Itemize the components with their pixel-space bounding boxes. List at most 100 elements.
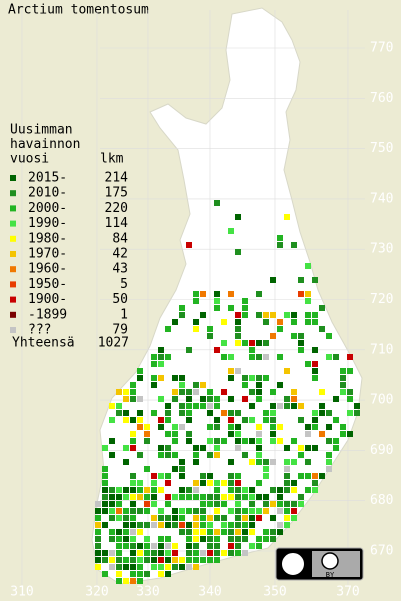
observation-square (186, 508, 192, 514)
observation-square (249, 389, 255, 395)
observation-square (193, 452, 199, 458)
observation-square (249, 347, 255, 353)
observation-square (277, 487, 283, 493)
observation-square (165, 501, 171, 507)
observation-square (277, 354, 283, 360)
observation-square (193, 515, 199, 521)
observation-square (165, 403, 171, 409)
observation-square (200, 529, 206, 535)
observation-square (193, 291, 199, 297)
observation-square (312, 487, 318, 493)
observation-square (284, 396, 290, 402)
observation-square (116, 564, 122, 570)
observation-square (102, 508, 108, 514)
observation-square (242, 298, 248, 304)
legend-count: 50 (112, 292, 128, 307)
observation-square (228, 494, 234, 500)
observation-square (137, 543, 143, 549)
observation-square (284, 466, 290, 472)
observation-square (95, 501, 101, 507)
observation-square (228, 487, 234, 493)
y-axis-label: 670 (370, 544, 393, 559)
observation-square (291, 515, 297, 521)
observation-square (270, 501, 276, 507)
y-axis-label: 770 (370, 41, 393, 56)
observation-square (158, 508, 164, 514)
observation-square (158, 361, 164, 367)
title: Arctium tomentosum (8, 3, 149, 18)
observation-square (144, 557, 150, 563)
observation-square (179, 382, 185, 388)
observation-square (172, 319, 178, 325)
observation-square (228, 305, 234, 311)
observation-square (228, 396, 234, 402)
observation-square (130, 515, 136, 521)
observation-square (165, 445, 171, 451)
observation-square (228, 228, 234, 234)
observation-square (193, 494, 199, 500)
observation-square (298, 333, 304, 339)
observation-square (235, 487, 241, 493)
observation-square (123, 410, 129, 416)
legend-total: 1027 (98, 336, 129, 351)
observation-square (109, 529, 115, 535)
observation-square (312, 410, 318, 416)
observation-square (123, 536, 129, 542)
observation-square (116, 508, 122, 514)
observation-square (186, 494, 192, 500)
observation-square (179, 410, 185, 416)
observation-square (186, 389, 192, 395)
observation-square (116, 571, 122, 577)
observation-square (263, 354, 269, 360)
observation-square (200, 515, 206, 521)
observation-square (312, 361, 318, 367)
observation-square (172, 494, 178, 500)
legend-label: 1970- (28, 247, 67, 262)
observation-square (249, 529, 255, 535)
observation-square (137, 522, 143, 528)
observation-square (249, 501, 255, 507)
observation-square (305, 431, 311, 437)
observation-square (277, 319, 283, 325)
observation-square (333, 445, 339, 451)
observation-square (207, 410, 213, 416)
observation-square (207, 494, 213, 500)
observation-square (340, 431, 346, 437)
observation-square (207, 326, 213, 332)
observation-square (249, 340, 255, 346)
observation-square (144, 571, 150, 577)
observation-square (137, 424, 143, 430)
observation-square (193, 543, 199, 549)
observation-square (326, 410, 332, 416)
observation-square (298, 340, 304, 346)
legend-swatch (10, 327, 16, 333)
observation-square (109, 487, 115, 493)
observation-square (340, 424, 346, 430)
observation-square (151, 473, 157, 479)
observation-square (235, 249, 241, 255)
observation-square (158, 543, 164, 549)
observation-square (193, 480, 199, 486)
observation-square (284, 473, 290, 479)
observation-square (151, 522, 157, 528)
observation-square (130, 494, 136, 500)
observation-square (200, 403, 206, 409)
observation-square (137, 375, 143, 381)
observation-square (256, 291, 262, 297)
observation-square (319, 403, 325, 409)
observation-square (221, 501, 227, 507)
observation-square (186, 438, 192, 444)
observation-square (249, 543, 255, 549)
observation-square (137, 564, 143, 570)
observation-square (235, 508, 241, 514)
observation-square (207, 403, 213, 409)
observation-square (102, 487, 108, 493)
observation-square (249, 494, 255, 500)
observation-square (228, 417, 234, 423)
observation-square (165, 410, 171, 416)
observation-square (228, 431, 234, 437)
observation-square (207, 480, 213, 486)
observation-square (284, 214, 290, 220)
observation-square (291, 508, 297, 514)
observation-square (263, 459, 269, 465)
